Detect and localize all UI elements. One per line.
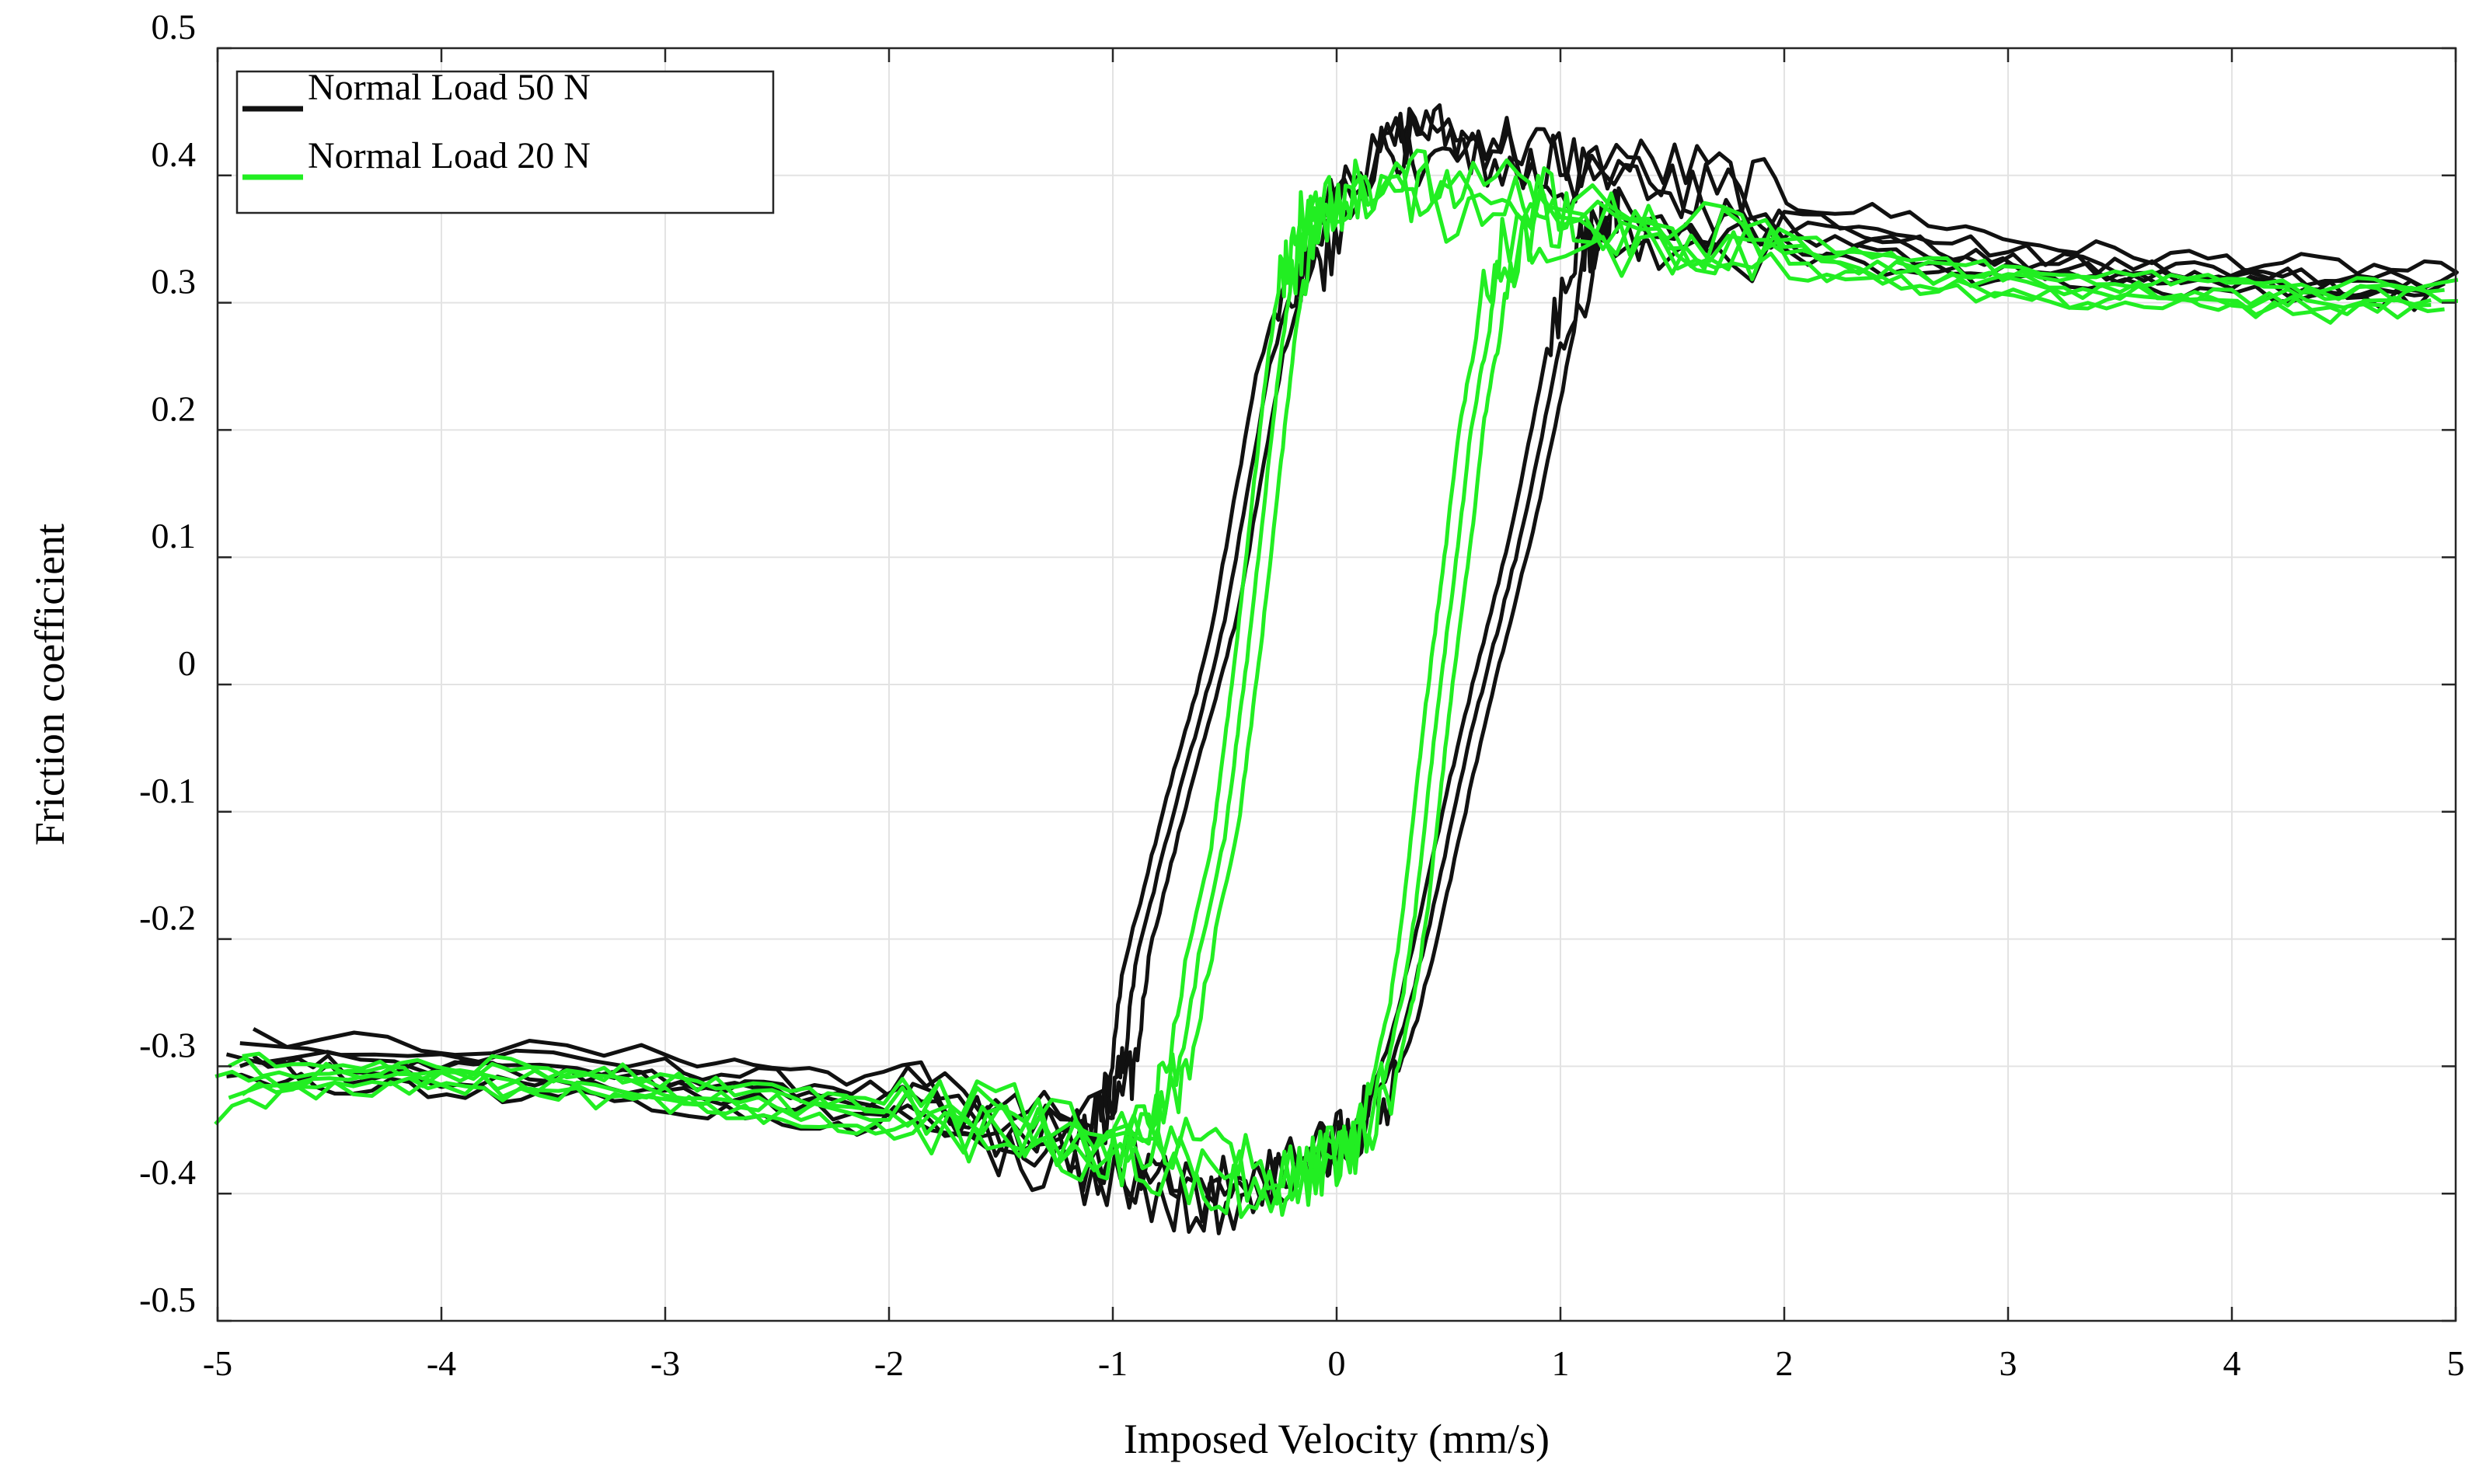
x-tick-label: 3 [2000, 1343, 2017, 1383]
series-line [228, 159, 2445, 1168]
x-tick-label: 2 [1776, 1343, 1794, 1383]
x-tick-label: 1 [1552, 1343, 1570, 1383]
y-tick-label: -0.4 [139, 1152, 196, 1192]
y-axis-label: Friction coefficient [26, 524, 73, 845]
x-tick-label: -1 [1098, 1343, 1128, 1383]
y-tick-label: 0.3 [152, 262, 197, 301]
series-line [214, 173, 2432, 1181]
y-tick-label: 0.1 [152, 516, 197, 556]
x-tick-label: -3 [650, 1343, 680, 1383]
series-layer [214, 103, 2460, 1235]
series-line [214, 211, 2432, 1219]
grid-layer [218, 48, 2456, 1321]
legend: Normal Load 50 N Normal Load 20 N [235, 67, 775, 214]
y-tick-label: -0.1 [139, 771, 196, 810]
x-tick-label: 4 [2223, 1343, 2241, 1383]
x-tick-label: -5 [203, 1343, 232, 1383]
x-tick-label: 5 [2447, 1343, 2465, 1383]
y-tick-label: -0.5 [139, 1280, 196, 1319]
x-tick-label: -2 [874, 1343, 904, 1383]
y-tick-label: -0.3 [139, 1025, 196, 1064]
legend-entry-label: Normal Load 50 N [308, 67, 591, 108]
series-normal-load-20n [214, 148, 2459, 1219]
x-tick-label: -4 [427, 1343, 456, 1383]
series-line [242, 191, 2458, 1204]
y-tick-label: 0.4 [152, 134, 197, 174]
ticks-layer: -5 -4 -3 -2 -1 0 1 2 3 4 5 -0.5 -0.4 -0.3 -0.2 -0.1 0 0.1… [139, 7, 2464, 1383]
y-tick-label: 0 [178, 643, 196, 683]
y-tick-label: 0.2 [152, 388, 197, 428]
series-line [239, 106, 2446, 1155]
y-tick-label: 0.5 [152, 7, 197, 47]
series-line [241, 148, 2459, 1146]
legend-entry-label: Normal Load 20 N [308, 135, 591, 176]
x-axis-label: Imposed Velocity (mm/s) [1124, 1416, 1550, 1462]
y-tick-label: -0.2 [139, 898, 196, 938]
series-line [228, 197, 2445, 1206]
series-line [252, 103, 2460, 1124]
x-tick-label: 0 [1328, 1343, 1346, 1383]
legend-box [235, 70, 775, 214]
